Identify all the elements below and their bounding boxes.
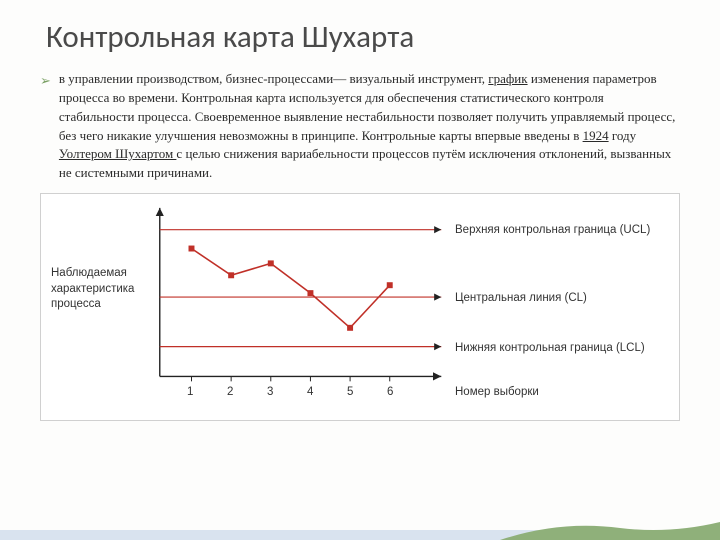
x-tick-label: 1 <box>187 386 193 398</box>
x-tick-label: 5 <box>347 386 353 398</box>
x-axis-label: Номер выборки <box>455 386 539 398</box>
para-link-2: 1924 <box>583 128 609 143</box>
slide-title: Контрольная карта Шухарта <box>46 18 680 56</box>
y-label-l1: Наблюдаемая <box>51 267 127 279</box>
bullet-marker-icon: ➢ <box>40 73 51 89</box>
footer-decoration <box>0 514 720 540</box>
chart-y-axis-label: Наблюдаемая характеристика процесса <box>51 266 134 313</box>
lcl-label: Нижняя контрольная граница (LCL) <box>455 342 645 354</box>
x-tick-label: 3 <box>267 386 273 398</box>
para-link-3: Уолтером Шухартом <box>59 146 177 161</box>
ucl-label: Верхняя контрольная граница (UCL) <box>455 224 650 236</box>
y-label-l3: процесса <box>51 298 101 310</box>
para-mid2: году <box>609 128 637 143</box>
x-tick-label: 6 <box>387 386 393 398</box>
x-tick-label: 2 <box>227 386 233 398</box>
y-label-l2: характеристика <box>51 283 134 295</box>
body-paragraph: в управлении производством, бизнес-проце… <box>59 70 680 183</box>
cl-label: Центральная линия (CL) <box>455 292 587 304</box>
x-tick-label: 4 <box>307 386 313 398</box>
control-chart: Наблюдаемая характеристика процесса Верх… <box>40 193 680 421</box>
body-bullet: ➢ в управлении производством, бизнес-про… <box>40 70 680 183</box>
para-link-1: график <box>488 71 527 86</box>
para-leading: в управлении производством, бизнес-проце… <box>59 71 488 86</box>
